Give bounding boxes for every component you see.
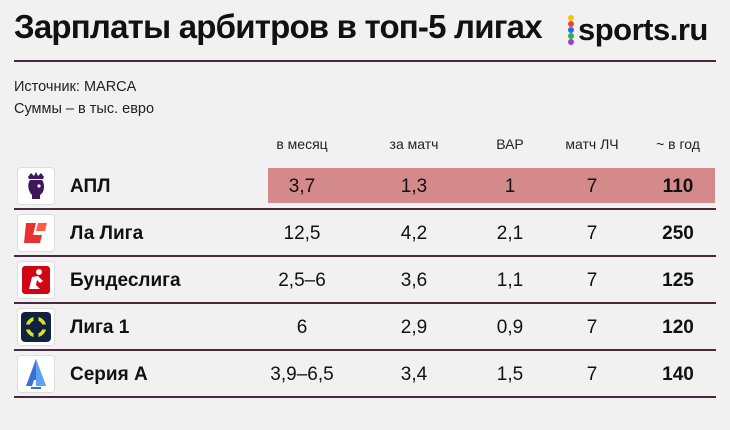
source-note: Источник: MARCA <box>14 79 137 95</box>
row-divider <box>14 396 716 398</box>
column-header-cl-match: матч ЛЧ <box>565 136 619 152</box>
cell-var: 1,1 <box>496 270 524 291</box>
table-row: Серия А 3,9–6,5 3,4 1,5 7 140 <box>14 352 716 398</box>
cell-var: 2,1 <box>496 223 524 244</box>
cell-cl-match: 7 <box>586 223 598 244</box>
cell-var: 1 <box>504 176 516 197</box>
cell-per-month: 12,5 <box>283 223 321 244</box>
league-name: Серия А <box>70 364 148 385</box>
row-highlight <box>268 168 715 203</box>
column-header-per-year: ~ в год <box>656 136 700 152</box>
column-header-per-month: в месяц <box>276 136 328 152</box>
league-name: АПЛ <box>70 176 111 197</box>
brand-logo[interactable]: sports.ru <box>568 10 708 50</box>
brand-dots-icon <box>568 15 574 45</box>
page-title: Зарплаты арбитров в топ-5 лигах <box>14 8 543 45</box>
brand-name: sports.ru <box>578 12 708 47</box>
cell-cl-match: 7 <box>586 270 598 291</box>
cell-per-match: 1,3 <box>400 176 428 197</box>
league-name: Лига 1 <box>70 317 130 338</box>
row-divider <box>14 349 716 351</box>
units-note: Суммы – в тыс. евро <box>14 101 155 117</box>
premier-league-lion-icon <box>18 168 54 204</box>
league-name: Ла Лига <box>70 223 144 244</box>
laliga-logo-icon <box>18 215 54 251</box>
brand-dot-purple <box>568 39 574 45</box>
table-row: Ла Лига 12,5 4,2 2,1 7 250 <box>14 211 716 257</box>
cell-cl-match: 7 <box>586 176 598 197</box>
cell-per-match: 3,6 <box>400 270 428 291</box>
column-header-var: ВАР <box>496 136 524 152</box>
column-header-per-match: за матч <box>389 136 439 152</box>
brand-dot-red <box>568 21 574 27</box>
table-row: Лига 1 6 2,9 0,9 7 120 <box>14 305 716 351</box>
league-name: Бундеслига <box>70 270 181 291</box>
cell-per-year: 110 <box>662 176 694 197</box>
ligue1-logo-icon <box>18 309 54 345</box>
cell-per-month: 2,5–6 <box>278 270 326 291</box>
cell-per-year: 120 <box>662 317 694 338</box>
brand-dot-green <box>568 33 574 39</box>
cell-per-year: 140 <box>662 364 694 385</box>
brand-dot-yellow <box>568 15 574 21</box>
cell-per-month: 3,9–6,5 <box>270 364 334 385</box>
table-row: АПЛ 3,7 1,3 1 7 110 <box>14 164 716 210</box>
brand-dot-blue <box>568 27 574 33</box>
cell-per-year: 125 <box>662 270 694 291</box>
cell-var: 0,9 <box>496 317 524 338</box>
row-divider <box>14 208 716 210</box>
cell-var: 1,5 <box>496 364 524 385</box>
cell-per-match: 3,4 <box>400 364 428 385</box>
table-row: Бундеслига 2,5–6 3,6 1,1 7 125 <box>14 258 716 304</box>
bundesliga-logo-icon <box>18 262 54 298</box>
serie-a-logo-icon <box>18 356 54 392</box>
cell-per-month: 6 <box>296 317 308 338</box>
row-divider <box>14 302 716 304</box>
cell-per-month: 3,7 <box>288 176 316 197</box>
cell-per-match: 4,2 <box>400 223 428 244</box>
cell-cl-match: 7 <box>586 317 598 338</box>
cell-per-match: 2,9 <box>400 317 428 338</box>
cell-cl-match: 7 <box>586 364 598 385</box>
cell-per-year: 250 <box>662 223 694 244</box>
header-divider <box>14 60 716 62</box>
row-divider <box>14 255 716 257</box>
